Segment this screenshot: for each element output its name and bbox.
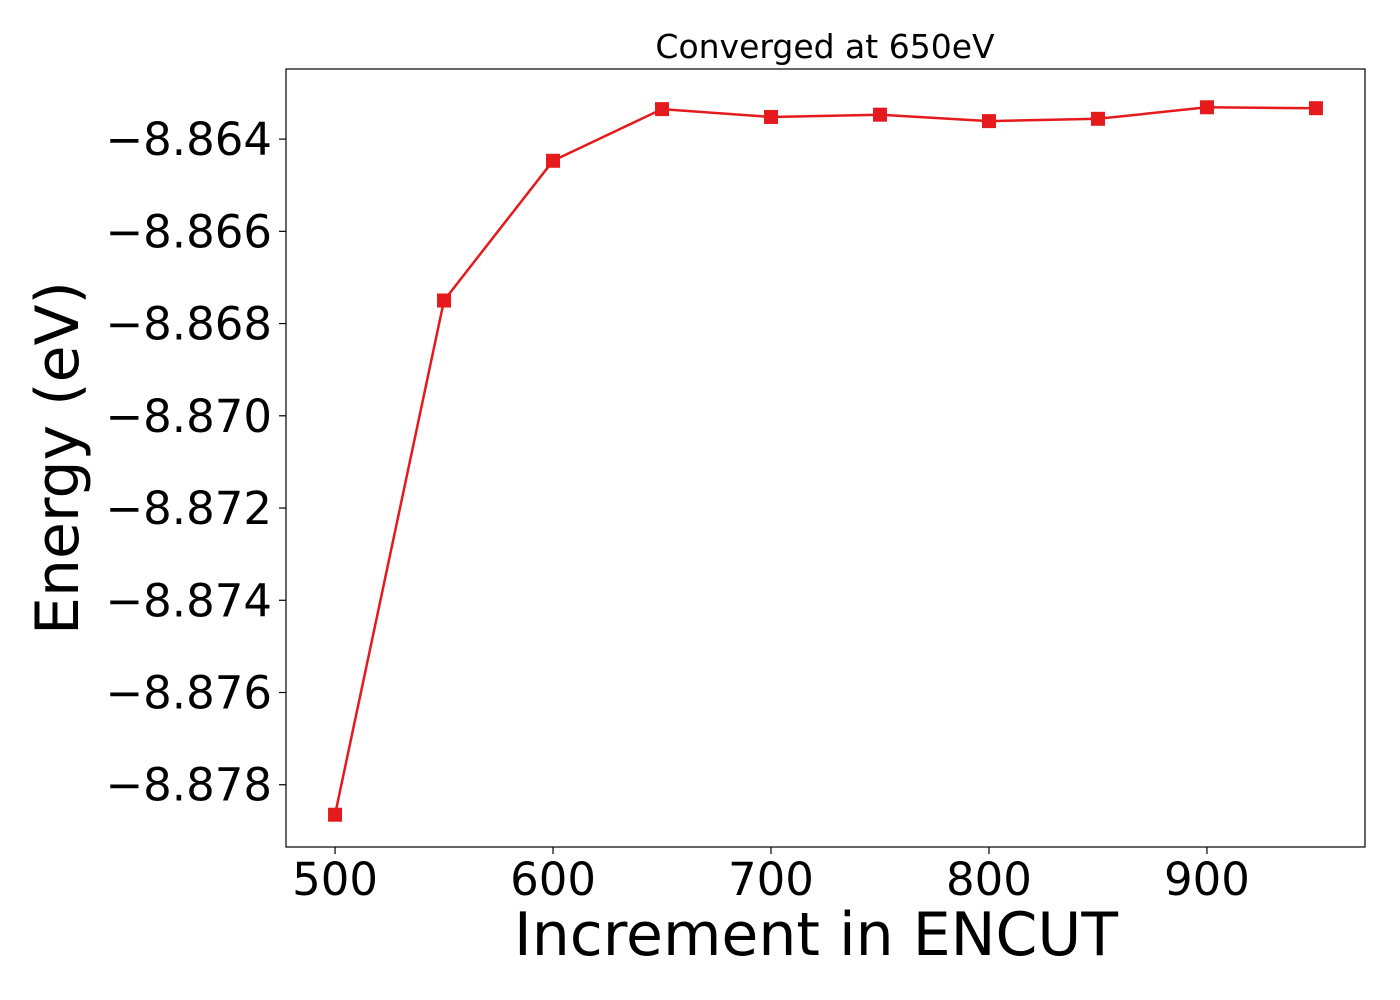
y-tick-label: −8.874 xyxy=(105,574,272,627)
data-point-marker xyxy=(764,109,779,124)
data-point-marker xyxy=(872,107,887,122)
x-tick-label: 500 xyxy=(292,853,378,906)
series-markers xyxy=(328,100,1323,822)
data-point-marker xyxy=(1308,101,1323,116)
data-point-marker xyxy=(546,153,561,168)
y-tick-label: −8.876 xyxy=(105,667,272,720)
data-point-marker xyxy=(1090,111,1105,126)
data-point-marker xyxy=(437,293,452,308)
y-axis-label: Energy (eV) xyxy=(23,281,93,635)
x-axis-ticks: 500 600 700 800 900 xyxy=(292,847,1250,906)
y-tick-label: −8.870 xyxy=(105,390,272,443)
y-axis-ticks: −8.864 −8.866 −8.868 −8.870 −8.872 −8.874 −8.8… xyxy=(105,113,286,812)
y-tick-label: −8.878 xyxy=(105,759,272,812)
x-tick-label: 900 xyxy=(1164,853,1250,906)
data-point-marker xyxy=(655,102,670,117)
plot-area-frame xyxy=(285,68,1366,848)
y-tick-label: −8.866 xyxy=(105,205,272,258)
data-point-marker xyxy=(981,114,996,129)
y-tick-label: −8.872 xyxy=(105,482,272,535)
x-tick-label: 800 xyxy=(946,853,1032,906)
series-line xyxy=(333,106,1317,815)
x-tick-label: 600 xyxy=(510,853,596,906)
chart-title: Converged at 650eV xyxy=(655,27,995,66)
y-tick-label: −8.868 xyxy=(105,298,272,351)
x-axis-label: Increment in ENCUT xyxy=(514,900,1118,970)
y-tick-label: −8.864 xyxy=(105,113,272,166)
x-tick-label: 700 xyxy=(728,853,814,906)
data-point-marker xyxy=(328,807,343,822)
data-point-marker xyxy=(1199,100,1214,115)
